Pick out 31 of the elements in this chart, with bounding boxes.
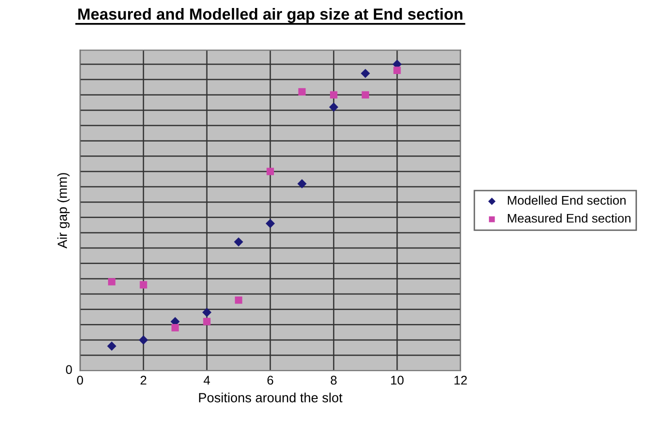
text: 0 — [66, 365, 72, 374]
x-tick-label: 10 — [391, 376, 404, 385]
x-tick-label: 8 — [330, 376, 337, 385]
point — [203, 318, 211, 326]
x-tick-label: 6 — [267, 376, 274, 385]
x-tick-label: 0 — [77, 376, 84, 385]
point — [297, 179, 307, 188]
point — [266, 168, 274, 176]
point — [140, 281, 148, 288]
point — [298, 88, 306, 96]
point — [171, 324, 179, 332]
point — [393, 66, 401, 74]
x-tick-label: 2 — [140, 376, 146, 385]
legend-label: Modelled End section — [508, 196, 626, 205]
point — [138, 335, 148, 345]
x-tick-label: 12 — [454, 376, 467, 385]
point — [266, 218, 275, 228]
y-axis-title: Air gap (mm) — [57, 173, 70, 248]
point — [329, 102, 338, 112]
point — [108, 278, 116, 286]
point — [202, 308, 212, 317]
point — [330, 91, 338, 99]
point — [362, 91, 370, 99]
point — [234, 237, 244, 247]
legend-label: Measured End section — [508, 213, 630, 223]
point — [107, 341, 116, 351]
point — [360, 68, 370, 78]
chart-title: Measured and Modelled air gap size at End section — [78, 8, 462, 23]
x-axis-title: Positions around the slot — [199, 392, 342, 402]
point — [234, 296, 242, 304]
x-tick-label: 4 — [204, 376, 210, 385]
